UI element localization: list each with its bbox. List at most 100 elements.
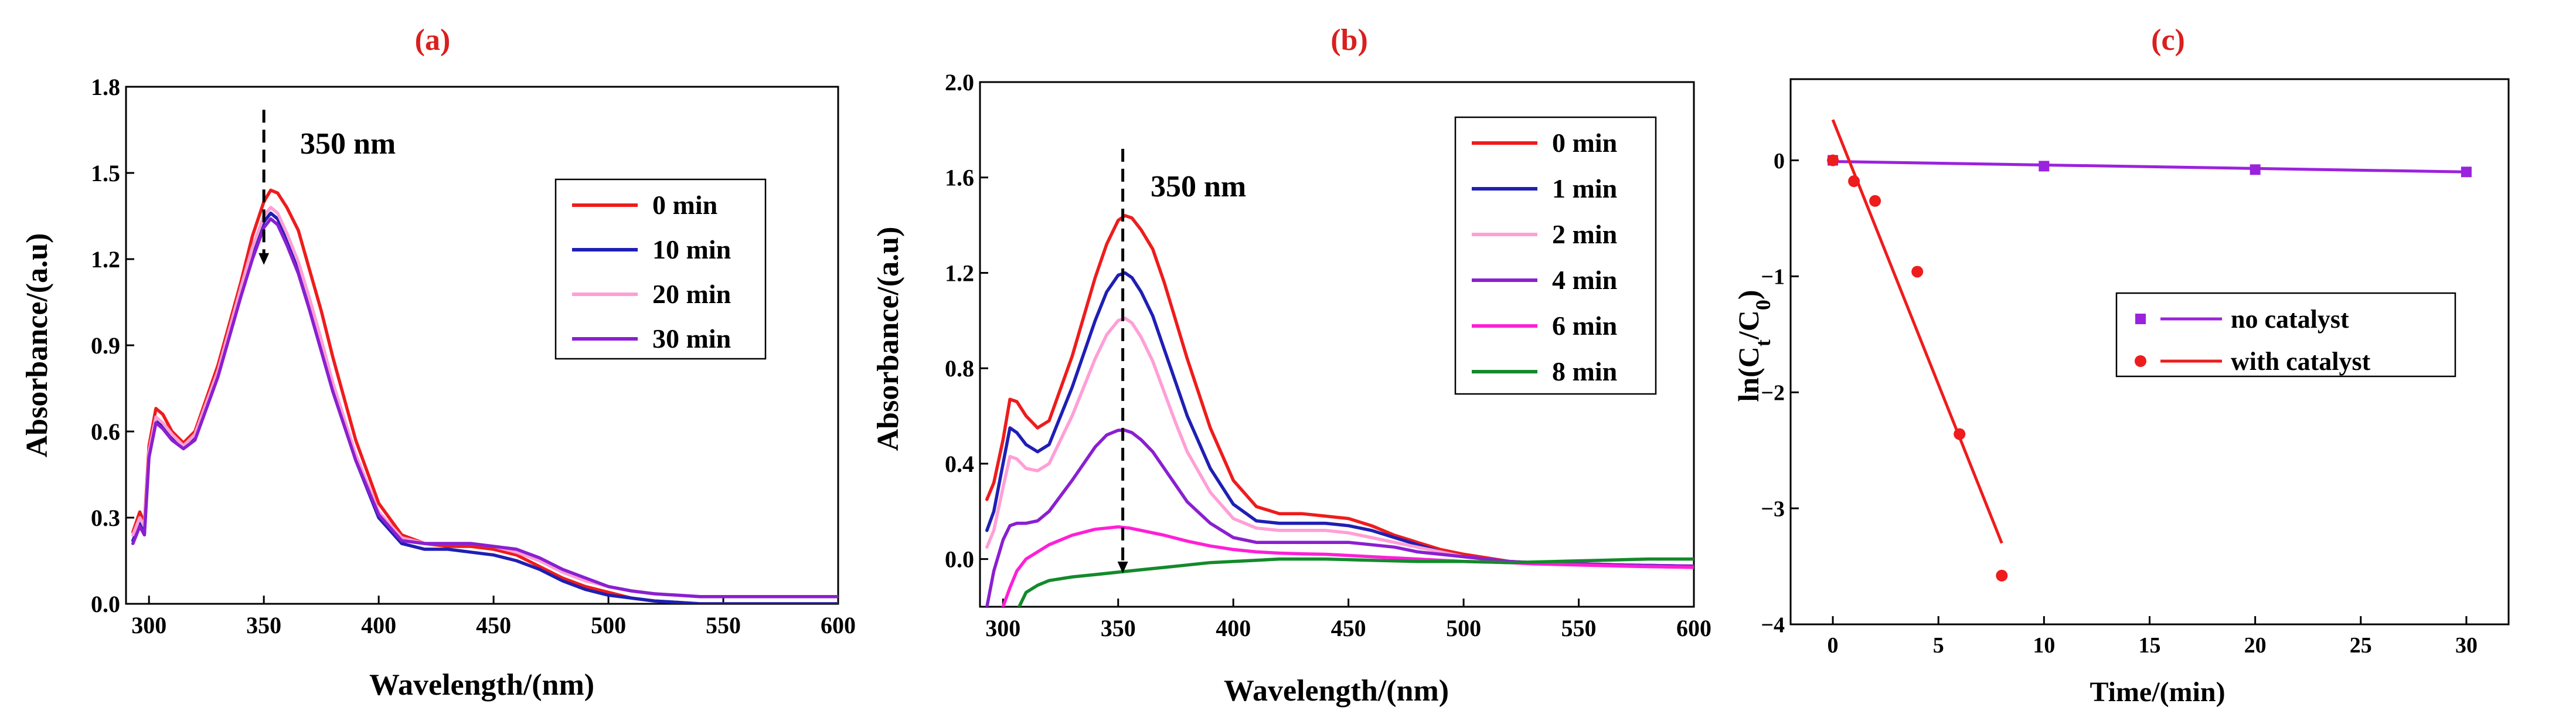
panel-c-ylabel-sub1: t	[1751, 339, 1775, 346]
panel-c-ytick-label: 0	[1774, 149, 1785, 174]
panel-c-xtick-label: 20	[2244, 633, 2267, 658]
panel-c-lines	[1827, 119, 2472, 582]
panel-a-ytick-label: 0.9	[91, 332, 120, 359]
panel-b-lines	[985, 214, 1694, 607]
panel-c-xtick-label: 15	[2139, 633, 2161, 658]
panel-b-series-line	[1001, 525, 1694, 607]
panel-c-legend-marker	[2135, 314, 2146, 324]
panel-c-point	[2250, 164, 2261, 175]
panel-b-legend-label: 2 min	[1552, 219, 1617, 249]
panel-b-legend-label: 1 min	[1552, 174, 1617, 203]
panel-c-xtick-label: 10	[2033, 633, 2055, 658]
panel-b-ytick-label: 0.8	[945, 355, 974, 382]
panel-a-xtick-label: 350	[246, 612, 281, 638]
panel-b-xtick-label: 350	[1101, 615, 1136, 641]
panel-a-legend-label: 0 min	[652, 190, 717, 220]
panel-a-legend-label: 30 min	[652, 324, 731, 353]
panel-a-arrow-head	[258, 253, 270, 265]
panel-b-legend-label: 0 min	[1552, 128, 1617, 158]
panel-a-xtick-label: 550	[706, 612, 741, 638]
panel-a-xlabel: Wavelength/(nm)	[369, 668, 594, 702]
panel-b-peak-label: 350 nm	[1151, 170, 1246, 203]
panel-a-xtick-label: 600	[821, 612, 856, 638]
panel-b-annotation	[1117, 148, 1128, 574]
panel-a-legend: 0 min 10 min 20 min 30 min	[554, 178, 767, 360]
panel-a-ylabel: Absorbance/(a.u)	[21, 233, 54, 458]
panel-a-xtick-label: 400	[361, 612, 396, 638]
panel-b-legend-label: 8 min	[1552, 356, 1617, 386]
panel-c-ytick-label: −2	[1761, 381, 1785, 406]
panel-b-frame	[979, 81, 1695, 608]
panel-b-ytick-label: 1.6	[945, 165, 974, 191]
panel-c-point	[1869, 195, 1881, 207]
panel-a-ytick-label: 0.3	[91, 505, 120, 531]
panel-c-point	[1848, 175, 1860, 188]
panel-a: (a) 300 350 400 450 500 550 600 0.0 0.3 0.6 0.9 1.2…	[21, 23, 856, 702]
panel-c-xtick-label: 25	[2350, 633, 2372, 658]
panel-c-point	[1827, 154, 1839, 166]
panel-c-xtick-label: 30	[2455, 633, 2478, 658]
panel-a-legend-label: 10 min	[652, 234, 731, 264]
panel-c-ylabel-end: )	[1732, 290, 1765, 300]
panel-b-ytick-label: 1.2	[945, 260, 974, 286]
panel-c-legend-label: with catalyst	[2231, 347, 2371, 376]
panel-a-lines	[131, 188, 838, 604]
panel-a-xtick-label: 500	[591, 612, 626, 638]
panel-c-xtick-label: 5	[1933, 633, 1944, 658]
panel-c-point	[2039, 161, 2050, 172]
panel-c-ylabel-main: ln(C	[1732, 346, 1765, 402]
panel-b-xtick-label: 400	[1216, 615, 1251, 641]
panel-b-ytick-label: 2.0	[945, 69, 974, 96]
panel-a-series-group	[131, 188, 838, 604]
panel-b-xtick-label: 300	[985, 615, 1020, 641]
panel-a-peak-label: 350 nm	[300, 127, 396, 161]
panel-c-point	[1911, 266, 1924, 278]
panel-c-ylabel-mid: /C	[1732, 310, 1765, 340]
panel-c-point	[2461, 166, 2472, 178]
panel-b-legend-label: 4 min	[1552, 265, 1617, 295]
panel-a-series-line	[131, 217, 838, 599]
panel-c-legend-marker	[2135, 355, 2146, 367]
panel-c-ytick-label: −4	[1761, 613, 1785, 637]
panel-b-legend-label: 6 min	[1552, 311, 1617, 341]
panel-a-ticks: 300 350 400 450 500 550 600 0.0 0.3 0.6 0.9 1.2 1.5 1…	[91, 74, 856, 638]
panel-a-legend-label: 20 min	[652, 279, 731, 309]
panel-b-ticks: 300 350 400 450 500 550 600 0.0 0.4 0.8 1.2 1.6 2.0	[945, 69, 1711, 641]
panel-b-xtick-label: 550	[1561, 615, 1597, 641]
panel-c-point	[1996, 569, 2008, 582]
panel-b-legend: 0 min 1 min 2 min 4 min 6 min 8 min	[1454, 116, 1657, 395]
panel-b-label: (b)	[1330, 23, 1368, 57]
panel-b-xlabel: Wavelength/(nm)	[1224, 674, 1449, 708]
panel-b-series-line	[985, 429, 1694, 607]
panel-a-ytick-label: 0.0	[91, 591, 120, 617]
panel-c-xtick-label: 0	[1828, 633, 1839, 658]
panel-c-fit-line	[1833, 159, 2466, 174]
panel-b-ylabel: Absorbance/(a.u)	[872, 227, 905, 451]
panel-b-ytick-label: 0.0	[945, 546, 974, 573]
panel-c-point	[1954, 428, 1966, 440]
panel-b-series-line	[985, 214, 1694, 568]
panel-b-xtick-label: 450	[1331, 615, 1366, 641]
panel-b-series-group	[985, 214, 1694, 607]
panel-b-xtick-label: 500	[1446, 615, 1481, 641]
panel-c-legend-label: no catalyst	[2231, 305, 2349, 334]
panel-c-ylabel-sub2: 0	[1751, 300, 1775, 310]
panel-a-ytick-label: 0.6	[91, 419, 120, 445]
panel-c-xlabel: Time/(min)	[2090, 677, 2225, 708]
panel-a-ytick-label: 1.5	[91, 160, 120, 186]
panel-b-ytick-label: 0.4	[945, 451, 974, 477]
panel-b: (b) 300 350 400 450 500 550 600 0.0 0.4 0.8 1.2 1.6…	[872, 23, 1711, 708]
panel-c: (c) 0 5 10 15 20 25 30 −4 −3 −2 −1 0 Time/(min) ln(…	[1732, 23, 2510, 708]
panel-c-ylabel: ln(Ct/C0)	[1732, 290, 1775, 402]
panel-b-arrow-head	[1117, 562, 1128, 574]
panel-c-fit-line	[1831, 119, 2003, 544]
panel-c-label: (c)	[2151, 23, 2185, 57]
panel-c-ytick-label: −3	[1761, 497, 1785, 521]
panel-b-legend-box	[1454, 116, 1657, 395]
panel-b-xtick-label: 600	[1676, 615, 1711, 641]
panel-a-xtick-label: 450	[476, 612, 511, 638]
panel-a-ytick-label: 1.2	[91, 246, 120, 273]
panel-a-ytick-label: 1.8	[91, 74, 120, 100]
